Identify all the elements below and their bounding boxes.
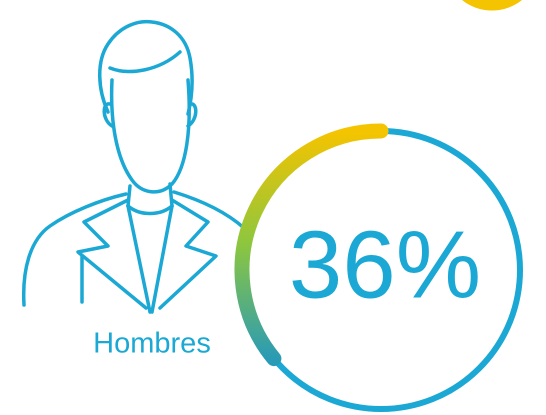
collar (126, 204, 174, 216)
face (109, 78, 191, 194)
left-lapel (76, 198, 152, 314)
value-label: 36% (289, 211, 481, 318)
man-icon (21, 19, 246, 314)
ears (102, 102, 198, 128)
right-lapel (150, 198, 218, 314)
hairline (108, 50, 182, 74)
category-label: Hombres (93, 328, 211, 360)
decor-circle (462, 0, 522, 11)
right-shoulder (172, 190, 246, 230)
hair (98, 19, 194, 116)
left-shoulder (21, 192, 128, 307)
neck (126, 182, 174, 208)
progress-arc (234, 123, 389, 367)
